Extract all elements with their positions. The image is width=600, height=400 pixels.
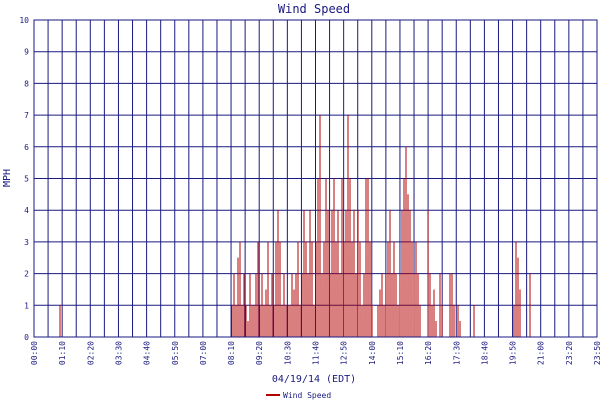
x-tick-label: 00:00	[30, 341, 39, 365]
x-tick-label: 03:30	[114, 341, 123, 365]
y-axis-ticks: 0 1 2 3 4 5 6 7 8 9 10	[19, 16, 29, 342]
chart-title: Wind Speed	[278, 2, 350, 16]
x-tick-label: 12:50	[340, 341, 349, 365]
x-tick-label: 11:40	[312, 341, 321, 365]
x-tick-label: 01:10	[58, 341, 67, 365]
y-tick-label: 10	[19, 16, 29, 25]
x-tick-label: 18:40	[480, 341, 489, 365]
y-tick-label: 6	[24, 143, 29, 152]
y-tick-label: 9	[24, 48, 29, 57]
x-tick-label: 10:30	[283, 341, 292, 365]
y-tick-label: 1	[24, 301, 29, 310]
y-tick-label: 8	[24, 79, 29, 88]
y-tick-label: 5	[24, 175, 29, 184]
x-tick-label: 17:30	[452, 341, 461, 365]
y-tick-label: 7	[24, 111, 29, 120]
x-tick-label: 08:10	[227, 341, 236, 365]
y-axis-label: MPH	[2, 169, 13, 187]
x-tick-label: 02:20	[86, 341, 95, 365]
x-tick-label: 04:40	[143, 341, 152, 365]
x-tick-label: 05:50	[171, 341, 180, 365]
x-tick-label: 07:00	[199, 341, 208, 365]
series-wind-speed	[34, 115, 597, 338]
x-tick-label: 23:50	[593, 341, 600, 365]
x-axis-ticks: 00:00 01:10 02:20 03:30 04:40 05:50 07:00 08:10…	[30, 341, 600, 365]
legend-label: Wind Speed	[283, 391, 331, 400]
x-tick-label: 15:10	[396, 341, 405, 365]
x-tick-label: 16:20	[424, 341, 433, 365]
y-tick-label: 0	[24, 333, 29, 342]
x-tick-label: 21:00	[537, 341, 546, 365]
y-tick-label: 4	[24, 206, 29, 215]
x-tick-label: 14:00	[368, 341, 377, 365]
x-tick-label: 19:50	[509, 341, 518, 365]
y-tick-label: 3	[24, 238, 29, 247]
y-tick-label: 2	[24, 270, 29, 279]
plot-frame	[33, 19, 598, 338]
x-axis-label: 04/19/14 (EDT)	[272, 374, 356, 385]
x-tick-label: 23:20	[565, 341, 574, 365]
x-tick-label: 09:20	[255, 341, 264, 365]
